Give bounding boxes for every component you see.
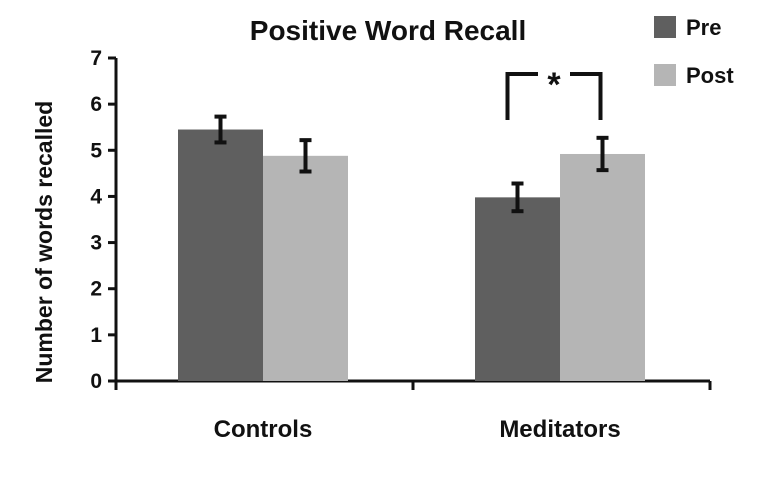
category-label-controls: Controls <box>214 416 313 443</box>
y-tick-label-0: 0 <box>90 370 102 393</box>
y-tick-label-2: 2 <box>90 278 102 301</box>
legend: Pre Post <box>654 15 734 88</box>
error-bar-controls-post <box>299 138 312 174</box>
legend-label-pre: Pre <box>686 15 721 40</box>
y-tick-label-1: 1 <box>90 324 102 347</box>
y-axis-ticks: 0 1 2 3 4 5 6 7 <box>90 47 116 393</box>
y-tick-label-7: 7 <box>90 47 102 70</box>
significance-annotation: * <box>505 60 603 120</box>
y-tick-label-3: 3 <box>90 232 102 255</box>
error-bar-controls-pre <box>214 114 227 145</box>
bars <box>178 129 645 381</box>
bar-controls-pre <box>178 129 263 381</box>
error-bar-meditators-pre <box>511 181 524 214</box>
x-axis-categories: Controls Meditators <box>214 416 621 443</box>
bar-meditators-post <box>560 153 645 381</box>
y-axis-label: Number of words recalled <box>31 101 57 383</box>
chart-title: Positive Word Recall <box>250 15 526 46</box>
significance-mask <box>538 60 570 86</box>
legend-swatch-pre <box>654 16 676 38</box>
category-label-meditators: Meditators <box>499 416 620 443</box>
error-bars <box>214 114 609 214</box>
y-tick-label-5: 5 <box>90 139 102 162</box>
error-bar-meditators-post <box>596 135 609 173</box>
significance-star: * <box>547 66 561 104</box>
y-tick-label-6: 6 <box>90 93 102 116</box>
bar-controls-post <box>263 155 348 381</box>
legend-label-post: Post <box>686 63 734 88</box>
legend-swatch-post <box>654 64 676 86</box>
y-tick-label-4: 4 <box>90 185 102 208</box>
bar-meditators-pre <box>475 197 560 381</box>
